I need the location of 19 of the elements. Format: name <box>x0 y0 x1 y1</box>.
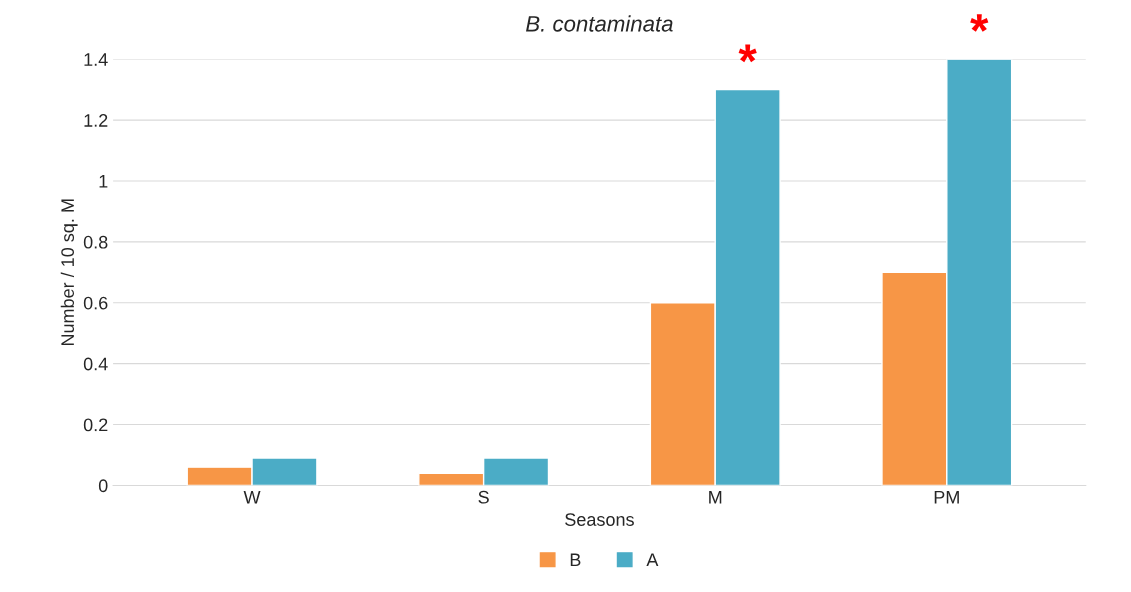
x-axis-title: Seasons <box>565 513 634 526</box>
y-tick-label: 0 <box>98 479 108 493</box>
y-tick-label: 0.2 <box>83 418 108 432</box>
y-tick-label: 0.6 <box>83 296 108 310</box>
x-tick-label: M <box>709 490 722 504</box>
y-tick-label: 0.8 <box>83 235 108 249</box>
y-tick-label: 1.4 <box>84 53 108 66</box>
legend-label: A <box>646 553 659 567</box>
x-tick-label: PM <box>934 490 959 504</box>
annotation: * <box>738 44 757 63</box>
annotation: * <box>970 14 989 32</box>
y-axis-title: Number / 10 sq. M <box>60 199 78 346</box>
y-tick-label: 1.2 <box>84 114 108 127</box>
y-tick-label: 1 <box>99 175 108 188</box>
legend-label: B <box>570 553 581 567</box>
y-tick-label: 0.4 <box>83 357 108 371</box>
x-tick-label: S <box>478 490 489 504</box>
x-tick-label: W <box>243 490 261 504</box>
chart-title: B. contaminata <box>526 15 673 32</box>
